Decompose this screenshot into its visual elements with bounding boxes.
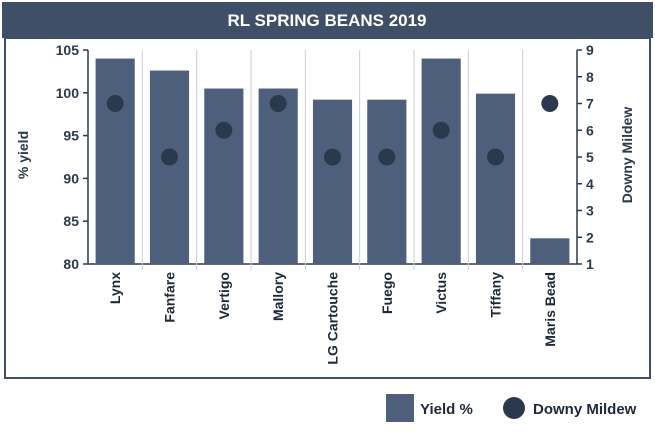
left-tick-label: 100 <box>56 85 80 101</box>
bar-vertigo <box>204 88 244 265</box>
dot-maris-bead <box>541 95 559 112</box>
left-axis-ticks: 80 85 90 95 100 105 <box>56 42 88 272</box>
bar-mallory <box>258 88 298 265</box>
right-tick-label: 6 <box>586 122 594 138</box>
legend-label-downy-mildew: Downy Mildew <box>533 401 637 418</box>
bar-fanfare <box>149 70 190 264</box>
left-tick-label: 105 <box>56 42 80 58</box>
legend: Yield % Downy Mildew <box>386 394 637 422</box>
category-label: Tiffany <box>488 272 504 318</box>
bar-maris-bead <box>530 238 570 264</box>
category-label: Maris Bead <box>542 272 558 347</box>
bar-lynx <box>95 58 135 265</box>
category-label: Mallory <box>270 272 286 321</box>
dot-fuego <box>378 148 396 166</box>
dot-vertigo <box>215 121 233 139</box>
right-tick-label: 5 <box>586 149 594 165</box>
dot-victus <box>432 121 450 139</box>
legend-label-yield: Yield % <box>420 401 473 418</box>
outer-frame <box>4 37 651 379</box>
bar-tiffany <box>475 93 516 264</box>
dot-lg-cartouche <box>324 148 341 166</box>
bar-series <box>95 58 570 265</box>
dot-lynx <box>106 95 124 112</box>
title-bar <box>2 2 653 38</box>
right-tick-label: 1 <box>586 256 594 272</box>
category-label: Vertigo <box>216 272 232 319</box>
category-labels: Lynx Fanfare Vertigo Mallory LG Cartouche Fue… <box>107 272 558 365</box>
dot-tiffany <box>487 148 504 166</box>
right-axis-ticks: 1 2 3 4 5 6 7 8 9 <box>577 42 594 272</box>
legend-swatch-downy-mildew <box>503 397 525 419</box>
bar-lg-cartouche <box>312 99 353 264</box>
dot-fanfare <box>161 148 178 166</box>
right-tick-label: 2 <box>586 229 594 245</box>
left-tick-label: 95 <box>63 128 79 144</box>
category-label: LG Cartouche <box>325 272 341 365</box>
right-tick-label: 9 <box>586 42 594 58</box>
dot-series <box>106 95 559 166</box>
chart-title: RL SPRING BEANS 2019 <box>227 11 426 30</box>
grid-lines <box>141 50 524 270</box>
category-label: Fuego <box>379 272 395 314</box>
right-tick-label: 4 <box>586 176 594 192</box>
category-label: Fanfare <box>162 272 178 323</box>
left-tick-label: 85 <box>63 213 79 229</box>
right-tick-label: 7 <box>586 96 594 112</box>
category-label: Lynx <box>107 272 123 304</box>
legend-swatch-yield <box>386 394 414 422</box>
dot-mallory <box>269 95 287 112</box>
right-tick-label: 3 <box>586 203 594 219</box>
left-tick-label: 90 <box>63 170 79 186</box>
bar-victus <box>421 58 461 265</box>
left-tick-label: 80 <box>63 256 79 272</box>
bar-fuego <box>367 99 407 264</box>
right-tick-label: 8 <box>586 69 594 85</box>
category-label: Victus <box>433 272 449 314</box>
y-axis-title: % yield <box>15 131 31 179</box>
y2-axis-title: Downy Mildew <box>619 107 635 204</box>
